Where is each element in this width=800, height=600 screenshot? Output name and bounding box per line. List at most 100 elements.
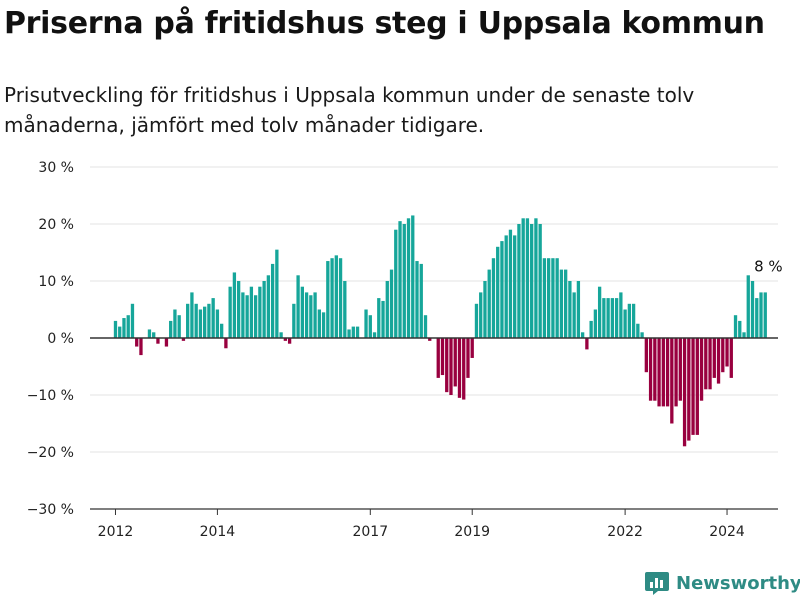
bar [466, 338, 470, 378]
bar [156, 338, 160, 344]
bar [181, 338, 186, 341]
bar [296, 275, 300, 338]
y-tick-label: −30 % [27, 502, 74, 518]
x-tick-label: 2024 [709, 524, 745, 540]
bar [699, 338, 704, 401]
bar [139, 338, 143, 356]
bar [215, 309, 220, 338]
bar [597, 286, 602, 338]
bar [419, 263, 423, 338]
bar [334, 255, 338, 338]
newsworthy-brand: Newsworthy [644, 568, 800, 598]
bar [385, 281, 389, 338]
bar [207, 303, 211, 338]
x-axis: 2012 2014 2017 2019 2022 2024 [90, 508, 778, 540]
bar [224, 338, 228, 349]
bar [173, 309, 177, 338]
y-tick-label: −10 % [27, 388, 74, 404]
bar [627, 303, 632, 338]
bar [653, 338, 657, 401]
bar [500, 241, 504, 338]
bar [580, 332, 585, 338]
bar [304, 292, 309, 338]
bar [198, 309, 203, 338]
bar [742, 332, 746, 338]
y-tick-label: 30 % [38, 160, 74, 176]
bars [113, 215, 767, 447]
bar [555, 258, 559, 338]
bar [525, 218, 530, 338]
bar [521, 218, 525, 338]
bar [351, 326, 355, 338]
page-subtitle: Prisutveckling för fritidshus i Uppsala … [4, 83, 695, 137]
x-tick-label: 2022 [607, 524, 643, 540]
bar [746, 275, 750, 338]
bar [122, 318, 126, 338]
bar [695, 338, 699, 435]
bar [589, 320, 593, 338]
bar [623, 309, 627, 338]
bar [708, 338, 712, 390]
bar [593, 309, 598, 338]
bar [547, 258, 551, 338]
bar [636, 323, 640, 338]
bar [406, 218, 411, 338]
bar [449, 338, 453, 395]
bar [338, 258, 343, 338]
bar [729, 338, 733, 378]
y-axis-labels: 30 % 20 % 10 % 0 % −10 % −20 % −30 % [27, 160, 74, 518]
bar [368, 315, 372, 338]
y-tick-label: 20 % [38, 217, 74, 233]
bar [283, 338, 288, 341]
bar [292, 303, 296, 338]
bar [330, 258, 334, 338]
bar [135, 338, 139, 347]
bar [564, 269, 568, 338]
y-tick-label: 10 % [38, 274, 74, 290]
x-tick-label: 2019 [454, 524, 490, 540]
bar [568, 281, 572, 338]
bar [712, 338, 716, 378]
bar [270, 263, 275, 338]
bar [759, 292, 763, 338]
bar [508, 229, 513, 338]
bar [530, 224, 534, 338]
bar [169, 320, 173, 338]
bar [415, 261, 419, 338]
bar [610, 298, 615, 338]
bar [232, 272, 237, 338]
bar [678, 338, 682, 401]
bar [704, 338, 708, 390]
bar [347, 329, 351, 338]
bar [602, 298, 606, 338]
bar [186, 303, 190, 338]
x-tick-label: 2014 [200, 524, 236, 540]
bar [389, 269, 394, 338]
bar [147, 329, 152, 338]
bar [113, 320, 118, 338]
bar [445, 338, 449, 393]
bar [755, 298, 759, 338]
bar [738, 320, 742, 338]
bar [542, 258, 547, 338]
bar [152, 332, 156, 338]
bar [559, 269, 564, 338]
bar [504, 235, 508, 338]
bar [483, 281, 487, 338]
bar [538, 224, 542, 338]
bar [300, 286, 304, 338]
bar [428, 338, 432, 341]
bar [470, 338, 474, 358]
bar [309, 295, 313, 338]
bar [763, 292, 767, 338]
bar [118, 326, 122, 338]
bar [279, 332, 283, 338]
last-value-annotation: 8 % [754, 257, 783, 275]
bar [381, 300, 385, 338]
bar [372, 332, 377, 338]
bar [220, 323, 224, 338]
bar [534, 218, 538, 338]
bar [258, 286, 262, 338]
bar [733, 315, 738, 338]
bar [585, 338, 589, 350]
